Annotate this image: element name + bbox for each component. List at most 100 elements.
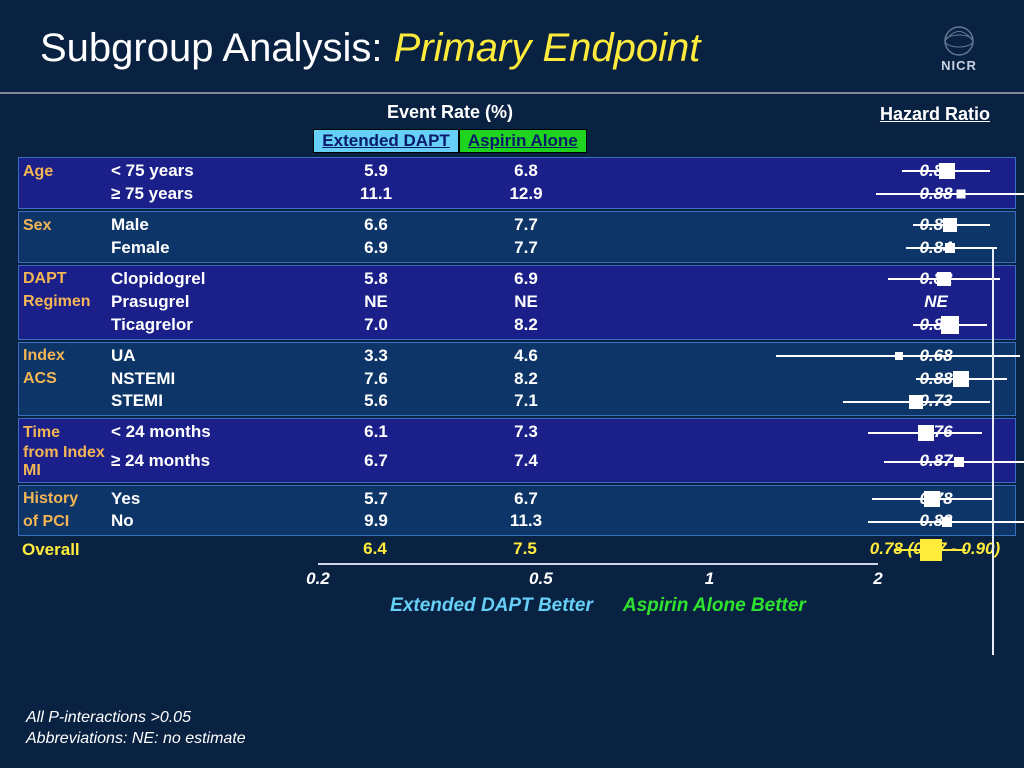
group-label: of PCI — [19, 513, 111, 531]
extended-value: NE — [301, 291, 451, 314]
title-prefix: Subgroup Analysis: — [40, 26, 382, 70]
aspirin-value: 6.9 — [451, 268, 601, 291]
subgroup-label: Prasugrel — [111, 291, 301, 314]
subgroup-block: Time< 24 months6.17.30.76from Index MI≥ … — [18, 418, 1016, 482]
title-emphasis: Primary Endpoint — [394, 26, 701, 70]
forest-axis: Extended DAPT Better Aspirin Alone Bette… — [318, 563, 878, 633]
subgroup-row: Time< 24 months6.17.30.76 — [19, 421, 1015, 444]
subgroup-block: SexMale6.67.70.84Female6.97.70.84 — [18, 211, 1016, 263]
footnote-line: Abbreviations: NE: no estimate — [26, 728, 246, 750]
aspirin-value: 8.2 — [451, 368, 601, 391]
aspirin-value: 8.2 — [451, 314, 601, 337]
aspirin-alone-pill: Aspirin Alone — [459, 129, 587, 153]
point-estimate-marker — [918, 425, 934, 441]
subgroup-label: STEMI — [111, 390, 301, 413]
subgroup-label: < 24 months — [111, 421, 301, 444]
forest-cell — [601, 488, 861, 510]
forest-cell — [601, 160, 861, 182]
point-estimate-marker — [920, 539, 942, 561]
extended-value: 5.7 — [301, 488, 451, 511]
slide-header: Subgroup Analysis: Primary Endpoint NICR — [0, 0, 1024, 94]
subgroup-row: ACSNSTEMI7.68.20.88 — [19, 368, 1015, 391]
subgroup-label: Male — [111, 214, 301, 237]
aspirin-value: 12.9 — [451, 183, 601, 206]
subgroup-label: Ticagrelor — [111, 314, 301, 337]
subgroup-row: DAPTClopidogrel5.86.90.82 — [19, 268, 1015, 291]
subgroup-label: UA — [111, 345, 301, 368]
subgroup-row: SexMale6.67.70.84 — [19, 214, 1015, 237]
hazard-ratio-value: NE — [861, 291, 1011, 314]
overall-row: Overall6.47.50.78 (0.67 - 0.90) — [18, 538, 1016, 561]
axis-tick: 2 — [873, 569, 882, 589]
point-estimate-marker — [937, 272, 951, 286]
subgroup-row: of PCINo9.911.30.83 — [19, 510, 1015, 533]
subgroup-table: Age< 75 years5.96.80.83≥ 75 years11.112.… — [0, 157, 1024, 561]
aspirin-value: 7.7 — [451, 237, 601, 260]
extended-value: 9.9 — [301, 510, 451, 533]
extended-value: 3.3 — [301, 345, 451, 368]
extended-value: 6.9 — [301, 237, 451, 260]
forest-cell — [601, 291, 861, 313]
ci-whisker — [876, 193, 1024, 195]
point-estimate-marker — [957, 190, 966, 199]
extended-value: 6.6 — [301, 214, 451, 237]
group-label: Index — [19, 347, 111, 365]
subgroup-block: Age< 75 years5.96.80.83≥ 75 years11.112.… — [18, 157, 1016, 209]
aspirin-value: 7.4 — [451, 450, 601, 473]
extended-value: 6.4 — [300, 538, 450, 561]
forest-cell — [601, 214, 861, 236]
direction-extended-better: Extended DAPT Better — [390, 595, 593, 617]
subgroup-label: ≥ 24 months — [111, 450, 301, 473]
point-estimate-marker — [939, 163, 955, 179]
forest-cell — [600, 539, 860, 561]
footnote-line: All P-interactions >0.05 — [26, 707, 246, 729]
subgroup-label: ≥ 75 years — [111, 183, 301, 206]
point-estimate-marker — [941, 316, 959, 334]
page-title: Subgroup Analysis: Primary Endpoint — [40, 26, 700, 71]
extended-value: 7.6 — [301, 368, 451, 391]
aspirin-value: NE — [451, 291, 601, 314]
extended-value: 5.6 — [301, 390, 451, 413]
subgroup-row: Ticagrelor7.08.20.84 — [19, 314, 1015, 337]
content-area: Event Rate (%) Hazard Ratio Extended DAP… — [0, 94, 1024, 633]
axis-wrap: Extended DAPT Better Aspirin Alone Bette… — [18, 561, 1016, 633]
aspirin-value: 7.7 — [451, 214, 601, 237]
extended-dapt-pill: Extended DAPT — [313, 129, 459, 153]
group-label: from Index MI — [19, 444, 111, 479]
group-label: Sex — [19, 217, 111, 235]
point-estimate-marker — [895, 352, 903, 360]
subgroup-label: NSTEMI — [111, 368, 301, 391]
aspirin-value: 7.5 — [450, 538, 600, 561]
group-label: Overall — [18, 541, 110, 560]
point-estimate-marker — [924, 491, 940, 507]
extended-value: 11.1 — [301, 183, 451, 206]
point-estimate-marker — [954, 457, 964, 467]
subgroup-label: < 75 years — [111, 160, 301, 183]
hazard-ratio-header: Hazard Ratio — [860, 104, 1010, 125]
aspirin-value: 7.1 — [451, 390, 601, 413]
extended-value: 5.8 — [301, 268, 451, 291]
subgroup-label: No — [111, 510, 301, 533]
aspirin-value: 11.3 — [451, 510, 601, 533]
axis-tick: 0.2 — [306, 569, 330, 589]
subgroup-row: from Index MI≥ 24 months6.77.40.87 — [19, 444, 1015, 479]
point-estimate-marker — [943, 218, 957, 232]
subgroup-row: Female6.97.70.84 — [19, 237, 1015, 260]
aspirin-value: 6.7 — [451, 488, 601, 511]
point-estimate-marker — [953, 371, 969, 387]
subgroup-row: Age< 75 years5.96.80.83 — [19, 160, 1015, 183]
subgroup-block: IndexUA3.34.60.68ACSNSTEMI7.68.20.88STEM… — [18, 342, 1016, 417]
forest-cell — [601, 314, 861, 336]
reference-line — [992, 248, 994, 655]
group-label: Time — [19, 424, 111, 442]
aspirin-value: 4.6 — [451, 345, 601, 368]
forest-cell — [601, 368, 861, 390]
subgroup-row: RegimenPrasugrelNENENE — [19, 291, 1015, 314]
event-rate-header: Event Rate (%) — [300, 102, 600, 125]
axis-tick: 1 — [705, 569, 714, 589]
nicr-logo: NICR — [924, 18, 994, 78]
subgroup-row: ≥ 75 years11.112.90.88 — [19, 183, 1015, 206]
forest-cell — [601, 391, 861, 413]
forest-cell — [601, 237, 861, 259]
extended-value: 6.1 — [301, 421, 451, 444]
